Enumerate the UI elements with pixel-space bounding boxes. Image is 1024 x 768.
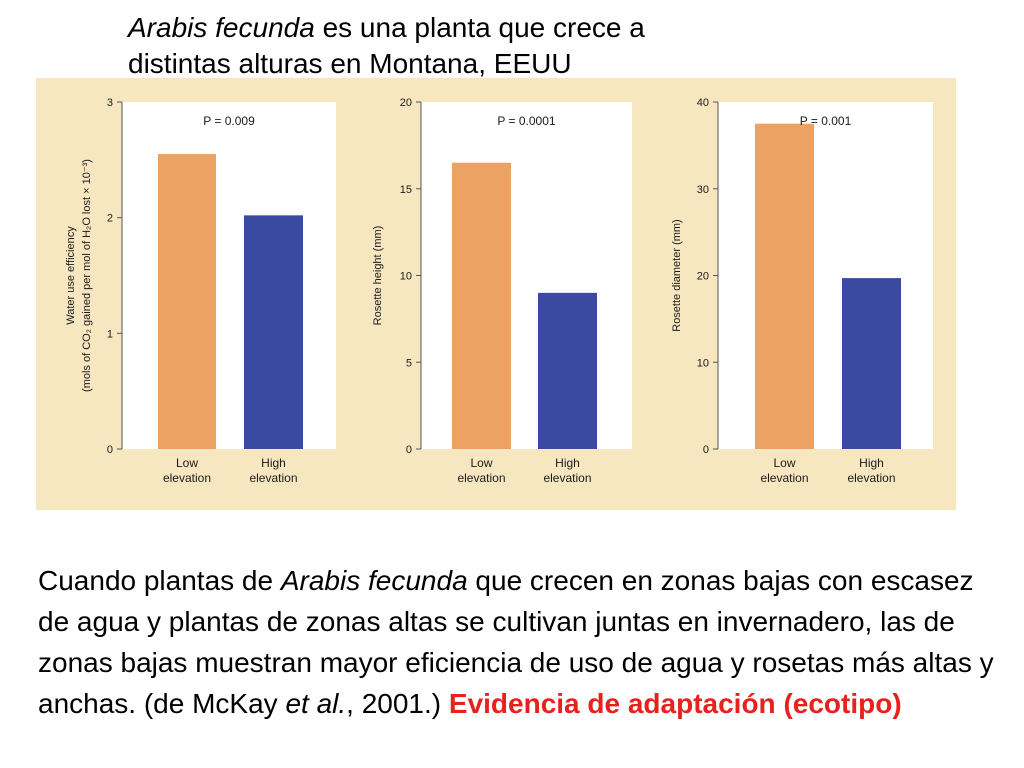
y-tick-label: 20 bbox=[697, 271, 709, 283]
p-value-label: P = 0.0001 bbox=[497, 114, 555, 128]
p-value-label: P = 0.001 bbox=[800, 114, 852, 128]
figure-panel: 0 1 2 3 Low elevation High elevation Water use e… bbox=[36, 78, 956, 510]
y-axis-label: Rosette diameter (mm) bbox=[671, 219, 683, 331]
x-category-label: elevation bbox=[457, 471, 505, 485]
caption-text-2: que crecen en zonas bajas con escasez de… bbox=[38, 565, 994, 719]
y-axis-label: Water use efficiency bbox=[65, 226, 77, 325]
x-category-label: Low bbox=[773, 456, 795, 470]
y-tick-label: 40 bbox=[697, 97, 709, 109]
bar-high-elevation bbox=[538, 292, 597, 449]
x-category-label: elevation bbox=[543, 471, 591, 485]
x-category-label: elevation bbox=[249, 471, 297, 485]
bar-high-elevation bbox=[842, 278, 901, 449]
x-category-label: Low bbox=[470, 456, 492, 470]
title-species: Arabis fecunda bbox=[128, 12, 315, 43]
x-category-label: High bbox=[555, 456, 580, 470]
x-category-label: elevation bbox=[847, 471, 895, 485]
caption-emphasis: Evidencia de adaptación (ecotipo) bbox=[448, 688, 902, 719]
y-tick-label: 30 bbox=[697, 184, 709, 196]
caption-species: Arabis fecunda bbox=[280, 565, 468, 596]
y-tick-label: 2 bbox=[107, 213, 113, 225]
chart-2: 05101520LowelevationHighelevationRosette… bbox=[372, 97, 632, 485]
x-category-label: Low bbox=[176, 456, 198, 470]
y-tick-label: 0 bbox=[406, 444, 412, 456]
caption-text-3: , 2001.) bbox=[346, 688, 449, 719]
x-category-label: elevation bbox=[163, 471, 211, 485]
caption-et-al: et al. bbox=[285, 688, 347, 719]
y-tick-label: 5 bbox=[406, 357, 412, 369]
slide-title: Arabis fecunda es una planta que crece a… bbox=[128, 10, 888, 82]
plot-area bbox=[122, 102, 336, 449]
title-line-2: distintas alturas en Montana, EEUU bbox=[128, 48, 572, 79]
y-axis-label: Rosette height (mm) bbox=[372, 226, 384, 326]
bar-high-elevation bbox=[244, 215, 303, 449]
x-category-label: High bbox=[859, 456, 884, 470]
y-tick-label: 0 bbox=[703, 444, 709, 456]
y-tick-label: 1 bbox=[107, 328, 113, 340]
x-category-label: elevation bbox=[760, 471, 808, 485]
y-tick-label: 0 bbox=[107, 444, 113, 456]
bar-low-elevation bbox=[452, 162, 511, 449]
bar-low-elevation bbox=[755, 123, 814, 449]
p-value-label: P = 0.009 bbox=[203, 114, 255, 128]
bar-low-elevation bbox=[158, 154, 216, 450]
y-tick-label: 20 bbox=[400, 97, 412, 109]
title-line-1-rest: es una planta que crece a bbox=[314, 12, 645, 43]
title-line-1: Arabis fecunda es una planta que crece a bbox=[128, 10, 888, 46]
y-tick-label: 3 bbox=[107, 97, 113, 109]
y-tick-label: 10 bbox=[697, 357, 709, 369]
y-axis-label: (mols of CO₂ gained per mol of H₂O lost … bbox=[81, 159, 93, 392]
y-tick-label: 10 bbox=[400, 271, 412, 283]
chart-3: 010203040LowelevationHighelevationRosett… bbox=[671, 97, 933, 485]
x-category-label: High bbox=[261, 456, 286, 470]
y-tick-label: 15 bbox=[400, 184, 412, 196]
caption-text-1: Cuando plantas de bbox=[38, 565, 281, 596]
caption: Cuando plantas de Arabis fecunda que cre… bbox=[38, 560, 998, 724]
